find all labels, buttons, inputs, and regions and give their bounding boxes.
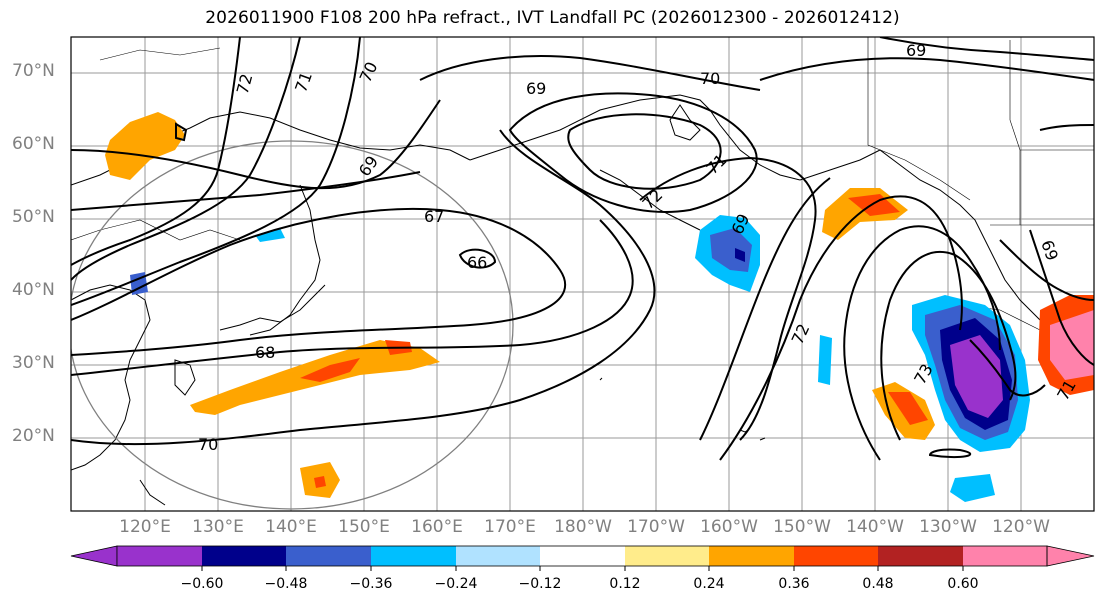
radius-circle: [71, 140, 514, 510]
longitude-label: 130°E: [192, 517, 244, 537]
colorbar: [70, 545, 1095, 571]
contour-label: 71: [703, 150, 731, 178]
longitude-label: 160°E: [411, 517, 463, 537]
contour-label: 67: [424, 207, 444, 226]
colorbar-tick-label: −0.48: [264, 576, 308, 592]
longitude-label: 160°W: [700, 517, 758, 537]
colorbar-segment: [540, 546, 625, 566]
longitude-label: 140°W: [846, 517, 904, 537]
contour-label: 70: [198, 435, 218, 454]
colorbar-tick-label: 0.60: [947, 576, 979, 592]
latitude-label: 30°N: [12, 353, 55, 373]
contour-label: 69: [1037, 238, 1062, 264]
longitude-label: 120°W: [992, 517, 1050, 537]
contour-label: 70: [356, 59, 382, 85]
latitude-label: 70°N: [12, 61, 55, 81]
colorbar-tick-label: 0.36: [778, 576, 810, 592]
map-title: 2026011900 F108 200 hPa refract., IVT La…: [205, 8, 900, 28]
colorbar-segment: [878, 546, 963, 566]
colorbar-tick-label: −0.24: [434, 576, 478, 592]
contour-label: 69: [526, 79, 546, 98]
longitude-label: 140°E: [265, 517, 317, 537]
contour-label: 66: [467, 253, 487, 272]
refractivity-contours: [71, 37, 1094, 461]
colorbar-segment: [117, 546, 202, 566]
map-frame: [70, 36, 1095, 512]
colorbar-low-extension: [70, 545, 118, 567]
latitude-label: 20°N: [12, 426, 55, 446]
latitude-label: 40°N: [12, 280, 55, 300]
longitude-label: 180°W: [554, 517, 612, 537]
latitude-label: 60°N: [12, 134, 55, 154]
latitude-label: 50°N: [12, 207, 55, 227]
longitude-label: 170°W: [627, 517, 685, 537]
colorbar-segment: [371, 546, 456, 566]
colorbar-segment: [794, 546, 878, 566]
colorbar-segment: [202, 546, 286, 566]
longitude-label: 170°E: [484, 517, 536, 537]
longitude-label: 150°W: [773, 517, 831, 537]
contour-label: 69: [906, 41, 926, 60]
contour-label: 72: [233, 72, 257, 97]
contour-label: 68: [255, 343, 275, 362]
colorbar-tick-label: 0.24: [693, 576, 725, 592]
colorbar-segment: [709, 546, 794, 566]
colorbar-tick-label: −0.60: [180, 576, 224, 592]
colorbar-segment: [625, 546, 709, 566]
longitude-label: 150°E: [338, 517, 390, 537]
colorbar-tick-label: 0.48: [862, 576, 894, 592]
gridlines: [71, 37, 1094, 511]
longitude-label: 130°W: [919, 517, 977, 537]
contour-label: 70: [700, 69, 720, 88]
colorbar-high-extension: [1046, 545, 1095, 567]
colorbar-segment: [286, 546, 371, 566]
colorbar-segment: [963, 546, 1047, 566]
colorbar-tick-label: 0.12: [609, 576, 641, 592]
colorbar-tick-label: −0.12: [518, 576, 562, 592]
colorbar-tick-label: −0.36: [349, 576, 393, 592]
ivt-shading: [105, 112, 1094, 502]
colorbar-segment: [456, 546, 540, 566]
longitude-label: 120°E: [119, 517, 171, 537]
